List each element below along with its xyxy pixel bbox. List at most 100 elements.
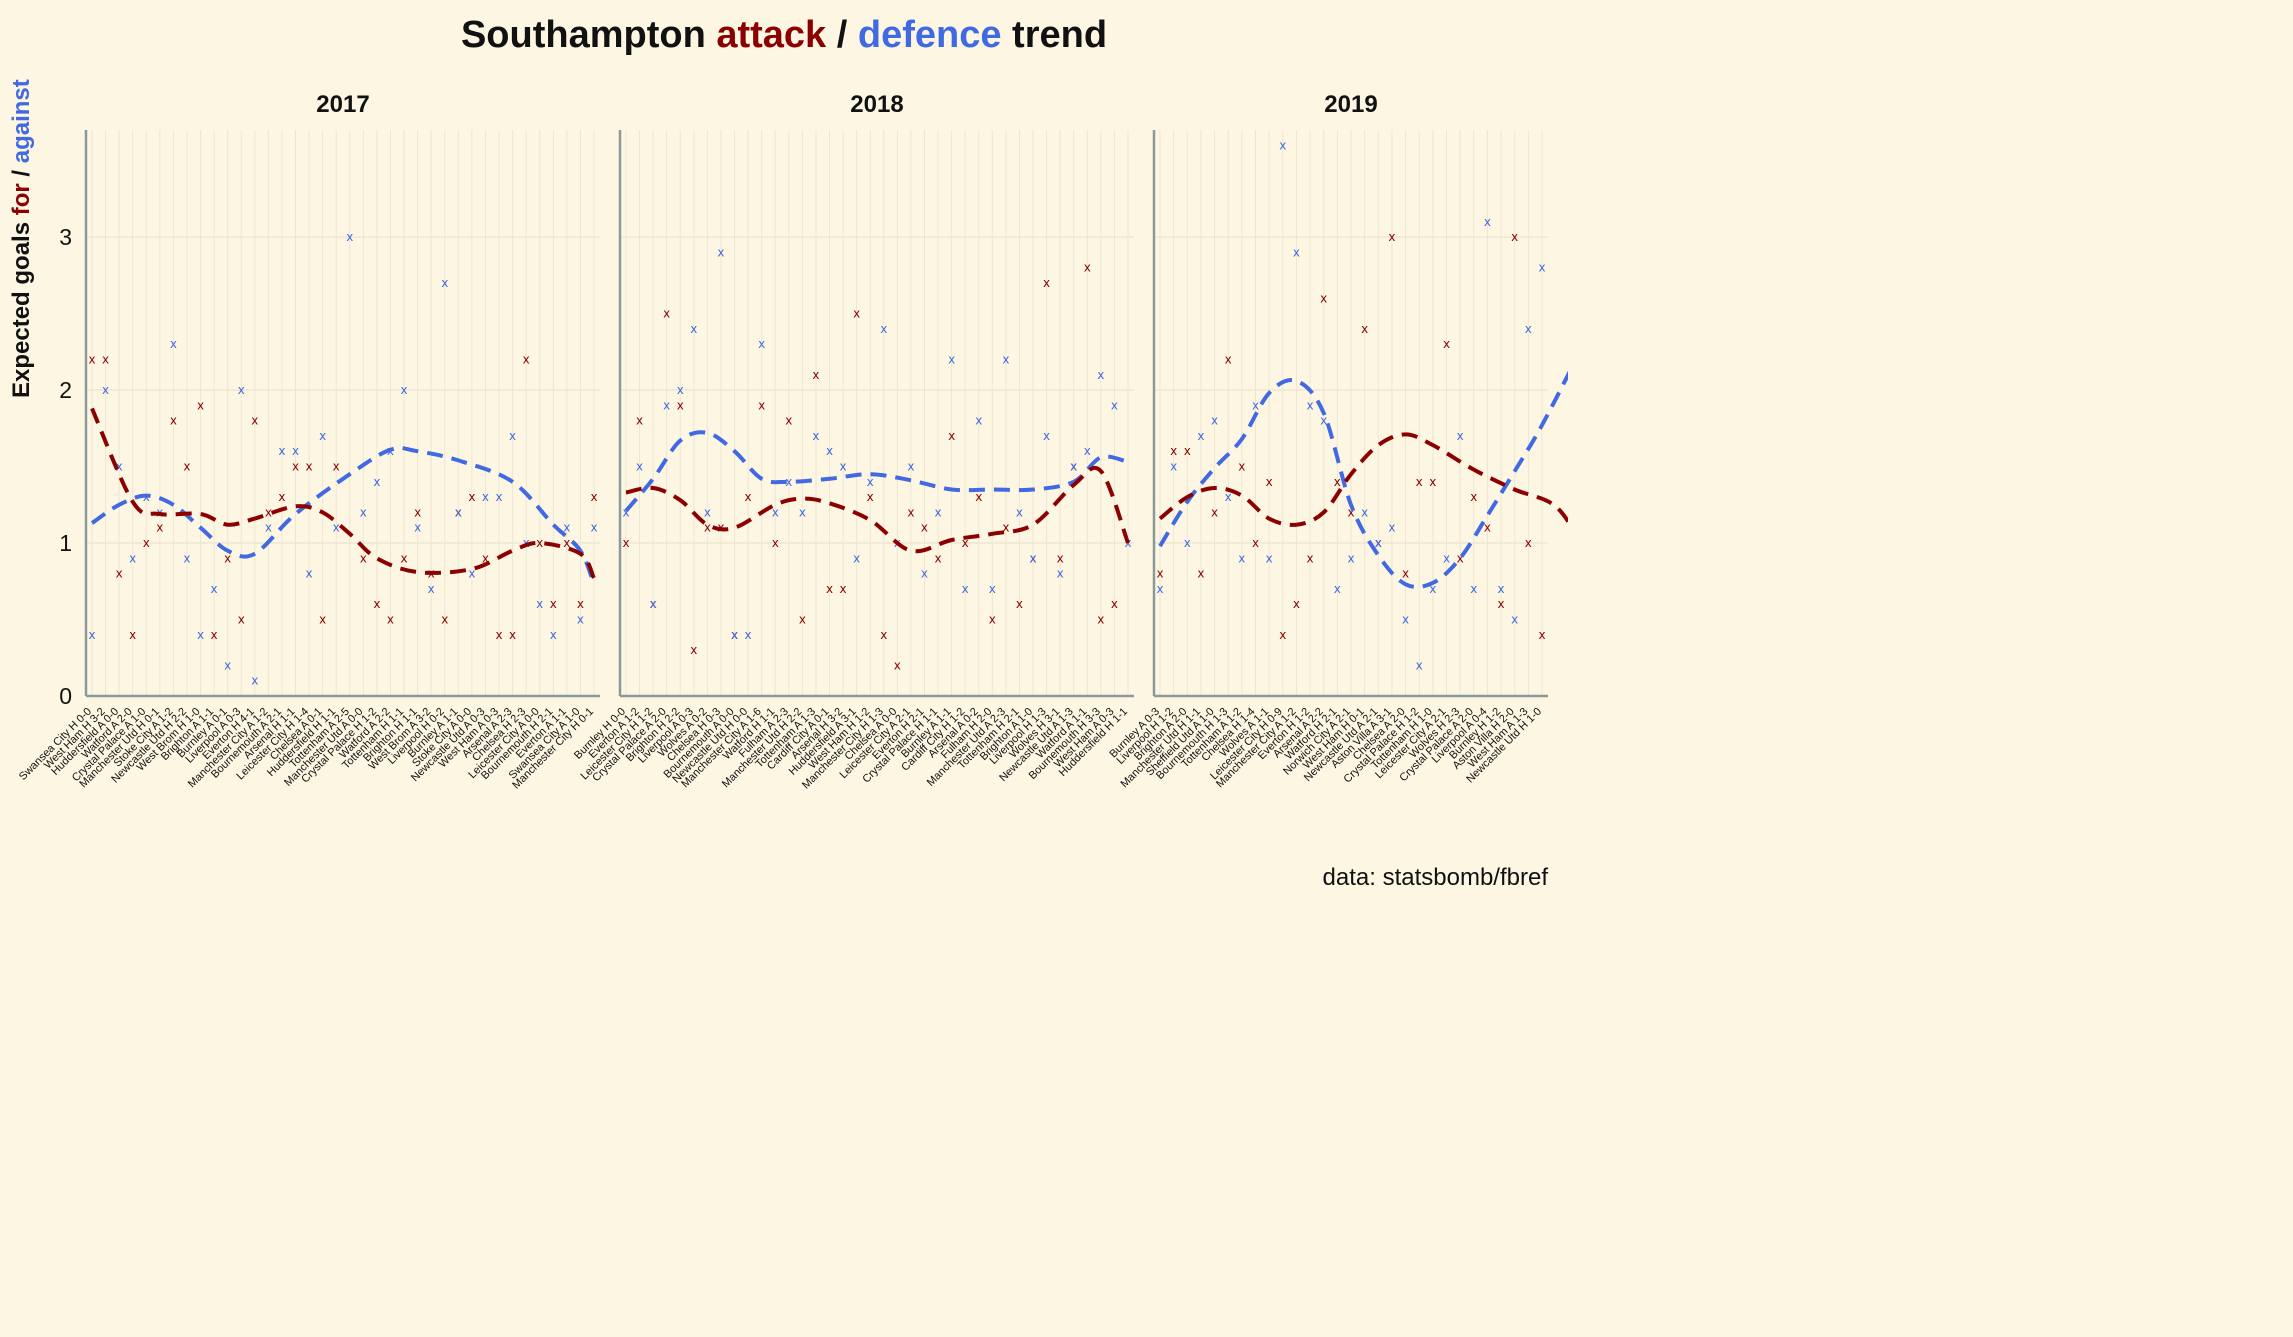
- xg-for-point: x: [88, 352, 95, 366]
- xg-against-point: x: [731, 628, 738, 642]
- xg-against-point: x: [400, 383, 407, 397]
- xg-against-point: x: [1511, 613, 1518, 627]
- xg-for-point: x: [1070, 460, 1077, 474]
- xg-for-point: x: [102, 352, 109, 366]
- xg-for-point: x: [690, 643, 697, 657]
- xg-against-point: x: [962, 582, 969, 596]
- xg-against-point: x: [989, 582, 996, 596]
- xg-for-point: x: [1361, 322, 1368, 336]
- xg-for-point: x: [1225, 352, 1232, 366]
- xg-against-point: x: [622, 505, 629, 519]
- panel-label: 2019: [1324, 91, 1377, 118]
- xg-for-point: x: [1238, 460, 1245, 474]
- xg-for-point: x: [989, 613, 996, 627]
- xg-for-point: x: [414, 505, 421, 519]
- xg-against-point: x: [1252, 398, 1259, 412]
- xg-for-point: x: [826, 582, 833, 596]
- xg-for-point: x: [495, 628, 502, 642]
- xg-for-point: x: [523, 352, 530, 366]
- chart-title: Southampton attack / defence trend: [0, 14, 1568, 57]
- xg-for-point: x: [1197, 567, 1204, 581]
- xg-for-point: x: [772, 536, 779, 550]
- xg-against-point: x: [704, 505, 711, 519]
- xg-against-point: x: [1184, 536, 1191, 550]
- xg-against-point: x: [211, 582, 218, 596]
- xg-against-point: x: [455, 505, 462, 519]
- xg-against-point: x: [1238, 551, 1245, 565]
- xg-for-point: x: [1538, 628, 1545, 642]
- xg-against-point: x: [1002, 352, 1009, 366]
- xg-for-point: x: [1016, 597, 1023, 611]
- xg-for-point: x: [1498, 597, 1505, 611]
- xg-against-point: x: [1170, 460, 1177, 474]
- xg-against-point: x: [812, 429, 819, 443]
- xg-for-point: x: [251, 414, 258, 428]
- xg-against-point: x: [251, 674, 258, 688]
- xg-for-point: x: [319, 613, 326, 627]
- xg-against-point: x: [238, 383, 245, 397]
- xg-against-point: x: [636, 460, 643, 474]
- xg-for-point: x: [1429, 475, 1436, 489]
- xg-against-point: x: [1361, 505, 1368, 519]
- xg-for-point: x: [211, 628, 218, 642]
- xg-for-point: x: [536, 536, 543, 550]
- xg-against-point: x: [772, 505, 779, 519]
- xg-against-point: x: [509, 429, 516, 443]
- xg-against-point: x: [1016, 505, 1023, 519]
- xg-for-point: x: [550, 597, 557, 611]
- title-prefix: Southampton: [460, 14, 717, 56]
- xg-against-point: x: [1124, 536, 1131, 550]
- panel-label: 2018: [850, 91, 903, 118]
- xg-against-point: x: [1498, 582, 1505, 596]
- xg-against-point: x: [1402, 613, 1409, 627]
- xg-against-point: x: [590, 521, 597, 535]
- xg-against-point: x: [1347, 551, 1354, 565]
- xg-for-point: x: [1043, 276, 1050, 290]
- xg-for-point: x: [1029, 551, 1036, 565]
- xg-for-point: x: [400, 551, 407, 565]
- xg-against-point: x: [880, 322, 887, 336]
- xg-against-point: x: [1334, 582, 1341, 596]
- xg-against-point: x: [1470, 582, 1477, 596]
- xg-for-point: x: [129, 628, 136, 642]
- xg-for-point: x: [306, 460, 313, 474]
- attack-trend-line: [625, 465, 1130, 554]
- xg-against-point: x: [745, 628, 752, 642]
- xg-against-point: x: [1307, 398, 1314, 412]
- xg-against-point: x: [867, 475, 874, 489]
- data-source-caption: data: statsbomb/fbref: [1322, 864, 1548, 891]
- y-tick-label: 3: [59, 224, 72, 250]
- xg-against-point: x: [265, 521, 272, 535]
- xg-for-point: x: [116, 567, 123, 581]
- xg-for-point: x: [1375, 536, 1382, 550]
- xg-against-point: x: [102, 383, 109, 397]
- xg-against-point: x: [1211, 414, 1218, 428]
- xg-against-point: x: [495, 490, 502, 504]
- xg-for-point: x: [921, 521, 928, 535]
- xg-against-point: x: [563, 521, 570, 535]
- xg-for-point: x: [1443, 337, 1450, 351]
- xg-against-point: x: [1070, 460, 1077, 474]
- xg-against-point: x: [577, 613, 584, 627]
- xg-against-point: x: [373, 475, 380, 489]
- xg-for-point: x: [840, 582, 847, 596]
- xg-against-point: x: [292, 444, 299, 458]
- xg-against-point: x: [934, 505, 941, 519]
- xg-for-point: x: [1184, 444, 1191, 458]
- xg-against-point: x: [677, 383, 684, 397]
- xg-against-point: x: [921, 567, 928, 581]
- xg-for-point: x: [1097, 613, 1104, 627]
- xg-against-point: x: [1156, 582, 1163, 596]
- xg-against-point: x: [799, 505, 806, 519]
- xg-for-point: x: [785, 414, 792, 428]
- xg-against-point: x: [306, 567, 313, 581]
- xg-for-point: x: [812, 368, 819, 382]
- xg-for-point: x: [292, 460, 299, 474]
- xg-for-point: x: [1511, 230, 1518, 244]
- xg-for-point: x: [1457, 551, 1464, 565]
- xg-for-point: x: [482, 551, 489, 565]
- xg-against-point: x: [1097, 368, 1104, 382]
- xg-for-point: x: [1156, 567, 1163, 581]
- xg-against-point: x: [650, 597, 657, 611]
